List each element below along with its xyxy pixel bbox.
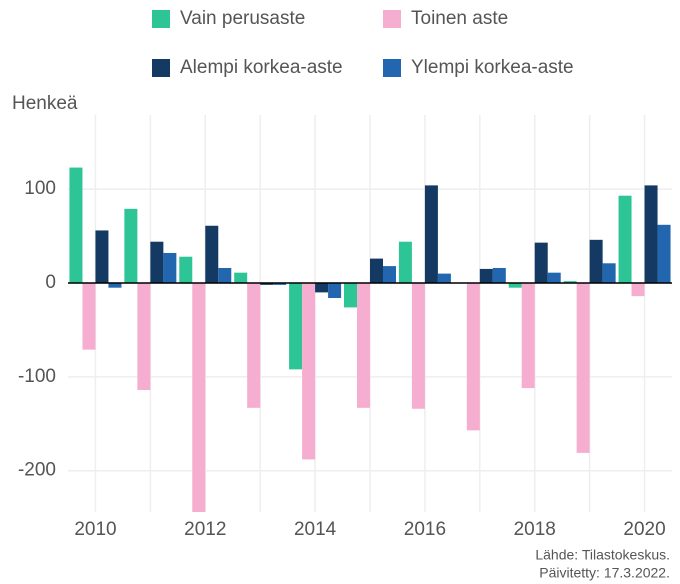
bar xyxy=(218,267,232,283)
legend-swatch xyxy=(152,59,170,77)
bar xyxy=(644,185,658,283)
bar xyxy=(328,282,342,299)
bar xyxy=(150,241,164,283)
legend-label: Vain perusaste xyxy=(180,8,305,29)
legend-label: Toinen aste xyxy=(411,8,508,29)
bar xyxy=(657,224,671,283)
legend-swatch xyxy=(152,10,170,28)
bar xyxy=(602,263,616,283)
y-axis-label: Henkeä xyxy=(12,93,78,114)
x-tick-label: 2010 xyxy=(74,519,116,540)
bar xyxy=(424,185,438,283)
bar xyxy=(479,268,493,283)
y-tick-label: 0 xyxy=(45,272,56,293)
bar xyxy=(315,282,329,293)
bar xyxy=(260,282,274,285)
y-tick-label: -200 xyxy=(18,460,56,481)
bar xyxy=(247,282,261,408)
x-tick-label: 2014 xyxy=(294,519,337,540)
bar xyxy=(411,282,425,409)
x-tick-label: 2012 xyxy=(184,519,226,540)
bar xyxy=(631,282,645,297)
bar xyxy=(370,258,383,283)
bar xyxy=(398,241,412,283)
bar xyxy=(589,239,603,283)
bar xyxy=(95,230,109,283)
bar xyxy=(344,282,357,308)
x-tick-label: 2020 xyxy=(623,519,665,540)
bar xyxy=(69,167,83,283)
bar xyxy=(357,282,370,408)
bar xyxy=(534,242,548,283)
updated: Päivitetty: 17.3.2022. xyxy=(539,565,670,581)
bar xyxy=(82,282,96,350)
legend-label: Ylempi korkea-aste xyxy=(411,57,574,78)
bar xyxy=(273,282,287,285)
bar xyxy=(618,195,632,283)
bar xyxy=(576,282,590,453)
bar xyxy=(179,256,193,283)
legend-swatch xyxy=(383,10,401,28)
bar xyxy=(124,208,138,283)
bar xyxy=(383,266,396,283)
bar xyxy=(205,225,219,283)
bar xyxy=(492,267,506,283)
x-tick-label: 2016 xyxy=(404,519,446,540)
bar xyxy=(108,282,122,288)
bar xyxy=(192,282,206,512)
bar xyxy=(521,282,535,389)
bar xyxy=(302,282,316,460)
bar xyxy=(437,273,451,283)
legend-swatch xyxy=(383,59,401,77)
bar xyxy=(234,272,248,283)
bar xyxy=(137,282,151,390)
y-tick-label: 100 xyxy=(24,178,56,199)
bar xyxy=(547,272,561,283)
x-tick-label: 2018 xyxy=(514,519,556,540)
bar xyxy=(466,282,480,431)
bar xyxy=(289,282,303,370)
bar xyxy=(508,282,522,288)
y-tick-label: -100 xyxy=(18,366,56,387)
legend-label: Alempi korkea-aste xyxy=(180,57,343,78)
bar xyxy=(163,252,177,283)
bar xyxy=(563,281,577,283)
source: Lähde: Tilastokeskus. xyxy=(535,547,670,563)
